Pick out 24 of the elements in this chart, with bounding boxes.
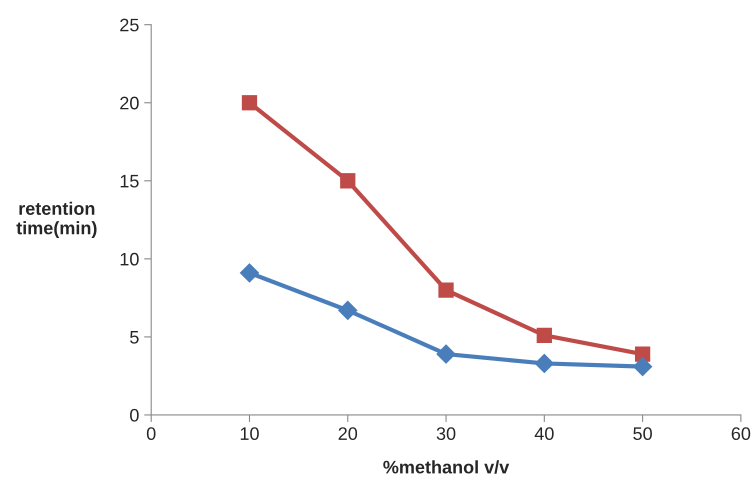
x-tick-label: 60	[732, 427, 750, 440]
x-tick-label: 30	[436, 427, 456, 440]
point	[536, 328, 552, 343]
x-tick-label: 50	[633, 427, 652, 440]
y-tick-label: 25	[120, 18, 139, 32]
point	[633, 357, 652, 376]
point	[534, 354, 554, 373]
y-tick-label: 15	[120, 174, 139, 188]
y-tick-label: 5	[130, 331, 139, 344]
x-tick-label: 20	[338, 427, 358, 440]
point	[438, 282, 454, 298]
x-axis-title: %methanol v/v	[383, 460, 510, 474]
point	[338, 300, 358, 320]
y-tick-label: 10	[120, 252, 139, 266]
point	[340, 173, 356, 188]
x-tick-label: 40	[534, 427, 554, 440]
x-tick-label: 0	[146, 427, 156, 440]
y-axis-title: retention time(min)	[16, 202, 97, 238]
point	[436, 344, 456, 364]
point	[240, 263, 260, 282]
x-tick-label: 10	[240, 427, 259, 440]
y-tick-label: 0	[130, 408, 139, 422]
y-tick-label: 20	[120, 96, 139, 110]
point	[242, 95, 258, 110]
